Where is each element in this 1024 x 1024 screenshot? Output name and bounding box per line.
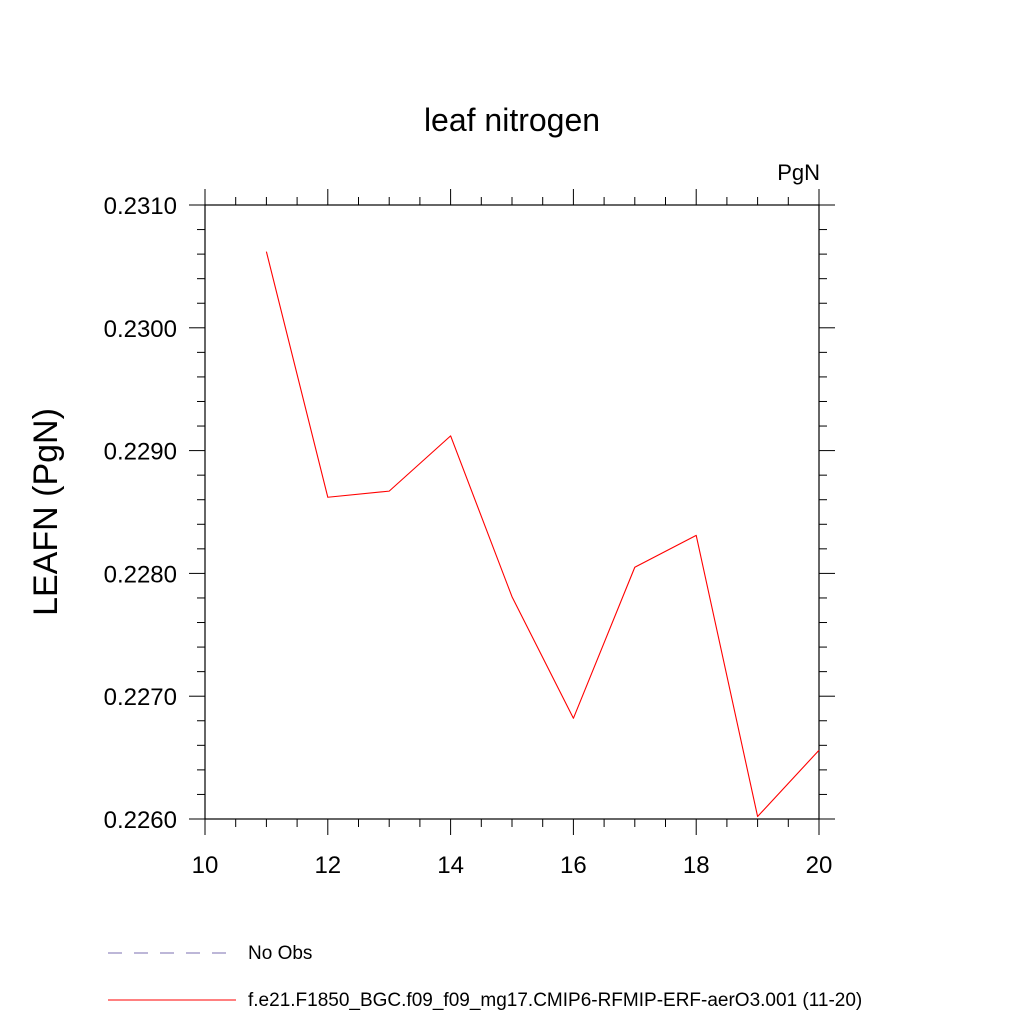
series-line bbox=[265, 251, 820, 818]
units-label: PgN bbox=[777, 160, 820, 185]
x-tick-label: 10 bbox=[192, 852, 219, 879]
y-tick-label: 0.2280 bbox=[104, 561, 177, 588]
axis-ticks bbox=[189, 189, 835, 835]
x-tick-label: 16 bbox=[560, 852, 587, 879]
legend-label-model-run: f.e21.F1850_BGC.f09_f09_mg17.CMIP6-RFMIP… bbox=[248, 990, 862, 1011]
x-tick-label: 20 bbox=[806, 852, 833, 879]
series-group bbox=[265, 251, 820, 818]
y-tick-label: 0.2260 bbox=[104, 807, 177, 834]
chart-title: leaf nitrogen bbox=[424, 102, 600, 138]
x-tick-label: 12 bbox=[314, 852, 341, 879]
plot-frame bbox=[204, 204, 820, 820]
x-tick-label: 18 bbox=[683, 852, 710, 879]
x-tick-label: 14 bbox=[437, 852, 464, 879]
x-tick-labels: 10 12 14 16 18 20 bbox=[192, 852, 833, 879]
y-axis-label: LEAFN (PgN) bbox=[27, 408, 65, 616]
legend-label-no-obs: No Obs bbox=[248, 943, 312, 964]
y-tick-label: 0.2290 bbox=[104, 439, 177, 466]
y-tick-label: 0.2310 bbox=[104, 193, 177, 220]
y-tick-label: 0.2300 bbox=[104, 316, 177, 343]
y-tick-labels: 0.2260 0.2270 0.2280 0.2290 0.2300 0.2310 bbox=[104, 193, 177, 834]
legend: No Obs f.e21.F1850_BGC.f09_f09_mg17.CMIP… bbox=[108, 943, 862, 1011]
y-tick-label: 0.2270 bbox=[104, 684, 177, 711]
